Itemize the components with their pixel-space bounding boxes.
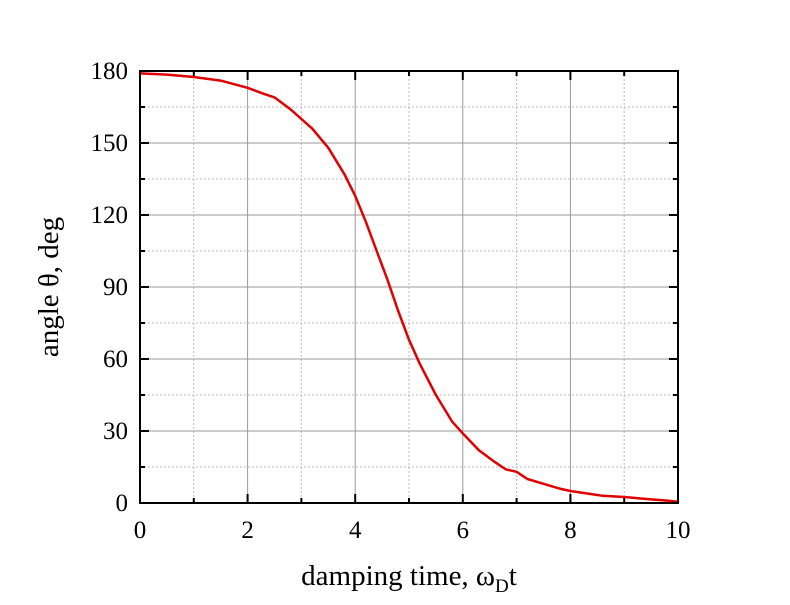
grid: [140, 71, 678, 503]
x-tick-label: 0: [134, 517, 147, 544]
axes: [139, 70, 679, 504]
y-tick-label: 120: [91, 202, 129, 229]
x-tick-label: 4: [349, 517, 362, 544]
y-tick-label: 180: [91, 58, 129, 85]
y-axis-title: angle θ, deg: [33, 217, 65, 357]
x-axis-title-suffix: t: [509, 560, 517, 592]
series-line: [138, 72, 680, 504]
x-tick-label: 2: [241, 517, 254, 544]
x-axis-title-text: damping time, ω: [301, 560, 495, 592]
y-tick-label: 60: [103, 346, 128, 373]
y-tick-label: 0: [116, 490, 129, 517]
x-tick-label: 8: [564, 517, 577, 544]
tick-labels: 0 2 4 6 8 10 0 30 60 90 120 150 180: [91, 58, 691, 544]
y-tick-label: 30: [103, 418, 128, 445]
x-axis-title: damping time, ωDt: [301, 560, 517, 597]
y-tick-label: 90: [103, 274, 128, 301]
x-tick-label: 6: [457, 517, 470, 544]
series: [138, 72, 680, 504]
x-tick-label: 10: [666, 517, 691, 544]
x-axis-title-subscript: D: [495, 576, 509, 597]
y-tick-label: 150: [91, 130, 129, 157]
